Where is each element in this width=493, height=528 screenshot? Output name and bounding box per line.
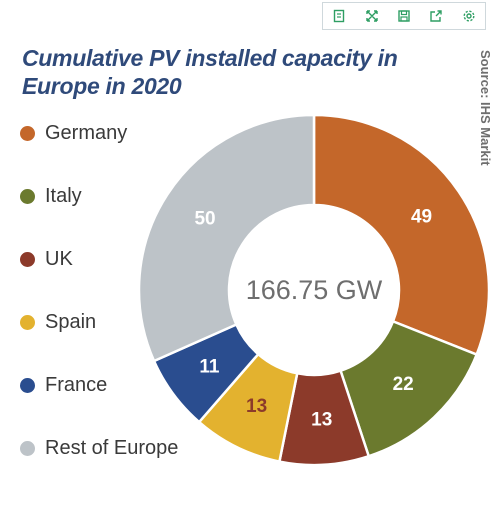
legend-label: France [45,374,108,396]
legend-item-germany[interactable]: Germany [20,122,127,145]
legend-swatch [20,315,35,330]
legend-swatch [20,189,35,204]
slice-label-italy: 22 [393,374,414,395]
legend-swatch [20,441,35,456]
legend-label: Rest of Europe [45,437,179,459]
legend-item-uk[interactable]: UK [20,248,73,271]
legend-swatch [20,126,35,141]
settings-button[interactable] [453,3,485,29]
data-view-icon [334,9,345,23]
slice-germany [312,113,491,357]
legend-label: Spain [45,311,97,333]
legend-item-spain[interactable]: Spain [20,311,96,334]
slice-rest-of-europe [137,113,316,363]
slice-label-rest-of-europe: 50 [194,209,215,230]
settings-icon [463,10,475,22]
data-view-button[interactable] [323,3,355,29]
slice-label-uk: 13 [311,409,332,430]
slice-label-france: 11 [199,357,220,378]
legend-item-rest-of-europe[interactable]: Rest of Europe [20,437,178,460]
legend-item-france[interactable]: France [20,374,107,397]
restore-icon [365,10,378,22]
share-button[interactable] [420,3,452,29]
center-total-label: 166.75 GW [246,275,383,305]
slice-label-spain: 13 [246,396,267,417]
legend-label: Germany [45,122,128,144]
legend-swatch [20,378,35,393]
legend-swatch [20,252,35,267]
chart-toolbar [322,2,486,30]
source-credit: Source: IHS Markit [478,50,493,166]
legend-label: Italy [45,185,82,207]
legend-item-italy[interactable]: Italy [20,185,82,208]
chart-title: Cumulative PV installed capacity in Euro… [22,45,398,99]
legend-label: UK [45,248,73,270]
save-image-icon [398,10,410,22]
slice-label-germany: 49 [411,206,432,227]
restore-button[interactable] [355,3,387,29]
save-image-button[interactable] [388,3,420,29]
share-icon [430,10,443,22]
